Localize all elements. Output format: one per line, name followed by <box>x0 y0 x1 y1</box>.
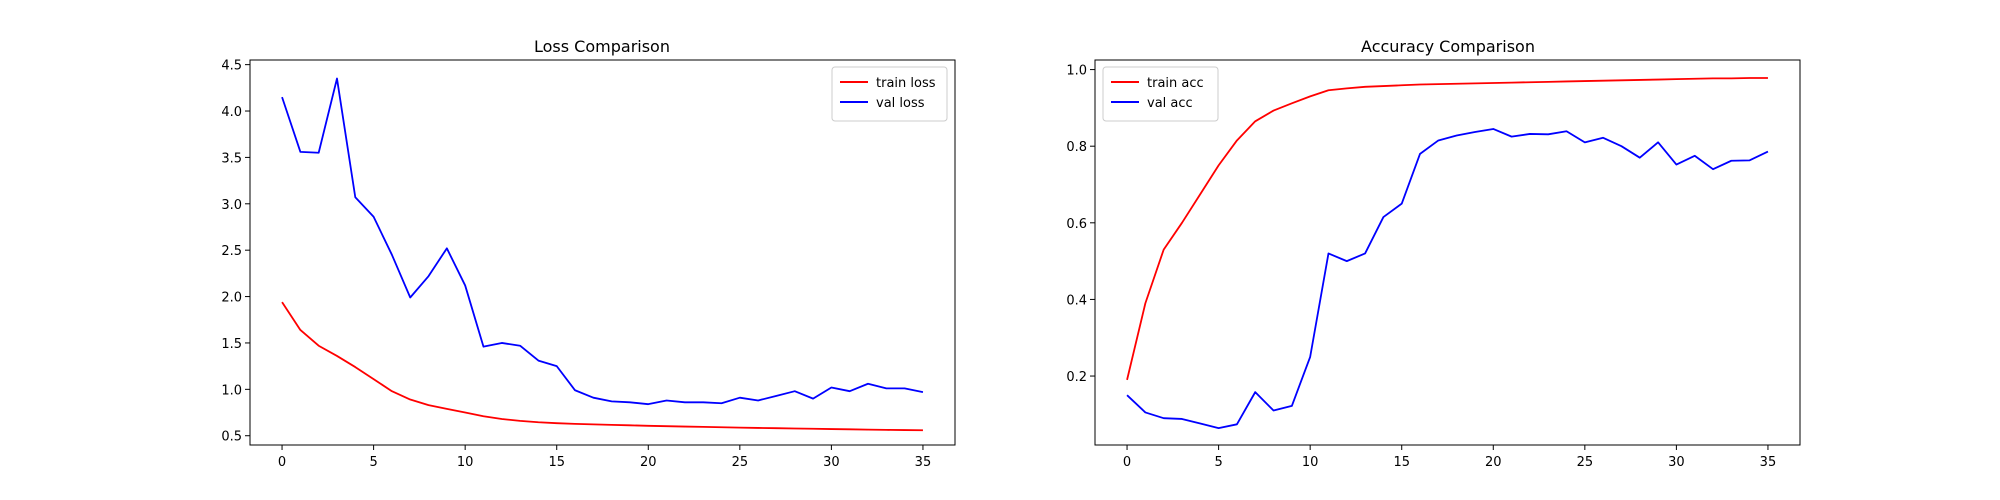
y-tick-label: 3.5 <box>221 151 242 166</box>
accuracy-plot-frame <box>1094 59 1801 446</box>
loss-plot-lines <box>281 77 924 432</box>
y-tick-label: 4.5 <box>221 59 242 74</box>
x-tick-label: 0 <box>278 455 286 470</box>
x-tick-label: 25 <box>1577 455 1594 470</box>
loss-plot-frame <box>249 59 956 446</box>
train-acc-legend-label: train acc <box>1147 76 1204 91</box>
loss-chart: Loss Comparison 0 5 10 15 20 25 30 35 0.5 1.0 1.5 2… <box>221 37 956 470</box>
chart-title: Loss Comparison <box>534 37 670 56</box>
x-tick-label: 25 <box>732 455 749 470</box>
x-tick-label: 10 <box>1302 455 1319 470</box>
x-tick-label: 5 <box>369 455 377 470</box>
legend-box <box>1102 66 1219 122</box>
y-tick-label: 0.4 <box>1066 293 1087 308</box>
legend-box <box>831 66 948 122</box>
y-tick-label: 1.0 <box>221 383 242 398</box>
x-tick-label: 30 <box>1668 455 1685 470</box>
val-acc-line <box>1126 128 1769 430</box>
y-tick-label: 0.6 <box>1066 217 1087 232</box>
chart-title: Accuracy Comparison <box>1361 37 1535 56</box>
x-tick-label: 30 <box>823 455 840 470</box>
loss-legend: train loss val loss <box>831 66 948 122</box>
x-tick-label: 10 <box>457 455 474 470</box>
val-loss-legend-label: val loss <box>876 96 925 111</box>
x-tick-label: 20 <box>640 455 657 470</box>
x-tick-label: 0 <box>1123 455 1131 470</box>
x-tick-label: 20 <box>1485 455 1502 470</box>
accuracy-chart: Accuracy Comparison 0 5 10 15 20 25 30 35 0.2 0.4… <box>1066 37 1801 470</box>
y-tick-label: 2.0 <box>221 291 242 306</box>
y-tick-label: 4.0 <box>221 105 242 120</box>
val-acc-legend-label: val acc <box>1147 96 1193 111</box>
y-tick-label: 1.0 <box>1066 64 1087 79</box>
loss-axis-ticks: 0 5 10 15 20 25 30 35 0.5 1.0 1.5 2.0 2.5 3.0 3.5 4.0 4.… <box>221 59 931 470</box>
train-loss-line <box>281 301 923 432</box>
accuracy-legend: train acc val acc <box>1102 66 1219 122</box>
x-tick-label: 35 <box>915 455 932 470</box>
val-loss-line <box>281 77 924 406</box>
y-tick-label: 0.2 <box>1066 370 1087 385</box>
x-tick-label: 5 <box>1214 455 1222 470</box>
accuracy-axis-ticks: 0 5 10 15 20 25 30 35 0.2 0.4 0.6 0.8 1.0 <box>1066 64 1776 470</box>
accuracy-plot-lines <box>1126 77 1769 430</box>
y-tick-label: 1.5 <box>221 337 242 352</box>
train-loss-legend-label: train loss <box>876 76 936 91</box>
x-tick-label: 35 <box>1760 455 1777 470</box>
y-tick-label: 0.5 <box>221 430 242 445</box>
x-tick-label: 15 <box>548 455 565 470</box>
y-tick-label: 2.5 <box>221 244 242 259</box>
y-tick-label: 0.8 <box>1066 140 1087 155</box>
x-tick-label: 15 <box>1393 455 1410 470</box>
y-tick-label: 3.0 <box>221 198 242 213</box>
train-acc-line <box>1126 77 1768 381</box>
